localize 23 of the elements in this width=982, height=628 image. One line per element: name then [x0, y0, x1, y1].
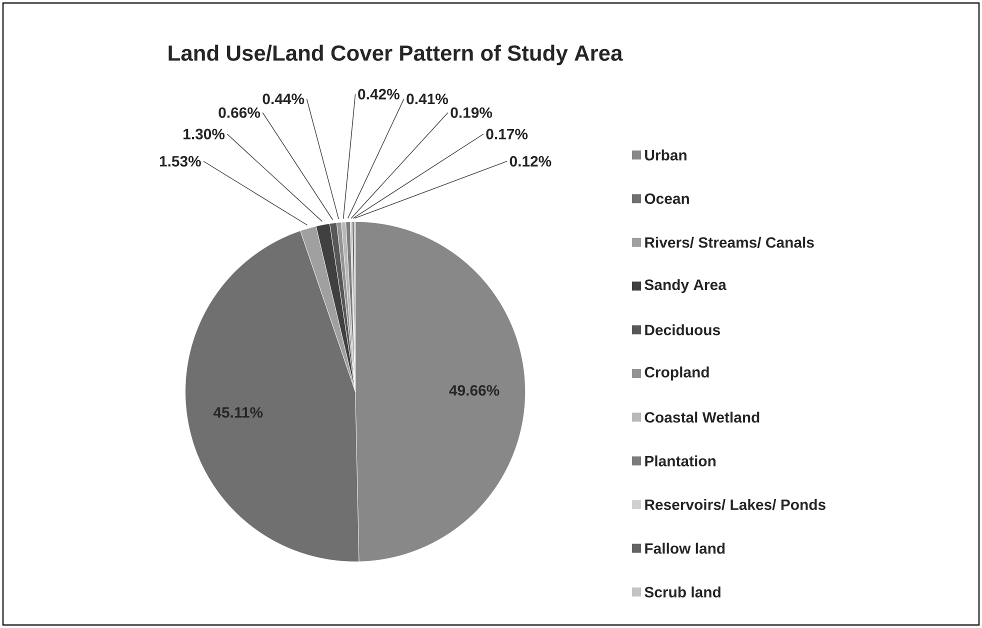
data-label: 0.41%: [406, 94, 448, 104]
legend-label: Plantation: [645, 455, 716, 466]
legend-label: Ocean: [644, 193, 689, 204]
legend-label: Urban: [645, 150, 686, 160]
legend-label: Reservoirs/ Lakes/ Ponds: [645, 499, 826, 510]
legend-label: Scrub land: [644, 586, 720, 598]
legend-label: Coastal Wetland: [644, 412, 760, 423]
chart-title: Land Use/Land Cover Pattern of Study Area: [168, 44, 623, 66]
data-label: 0.42%: [358, 88, 400, 100]
data-label: 0.17%: [486, 128, 528, 140]
data-label: 49.66%: [449, 385, 500, 396]
data-label: 1.30%: [184, 128, 225, 140]
data-label: 45.11%: [213, 407, 263, 418]
legend-label: Deciduous: [645, 324, 720, 336]
legend-label: Cropland: [644, 366, 709, 380]
legend-label: Rivers/ Streams/ Canals: [645, 236, 814, 248]
legend-label: Fallow land: [645, 542, 725, 554]
data-label: 0.12%: [510, 156, 552, 167]
data-label: 1.53%: [160, 156, 201, 167]
legend-label: Sandy Area: [644, 279, 727, 294]
data-label: 0.19%: [450, 107, 492, 118]
data-label: 0.44%: [262, 94, 304, 104]
data-label: 0.66%: [218, 107, 260, 118]
